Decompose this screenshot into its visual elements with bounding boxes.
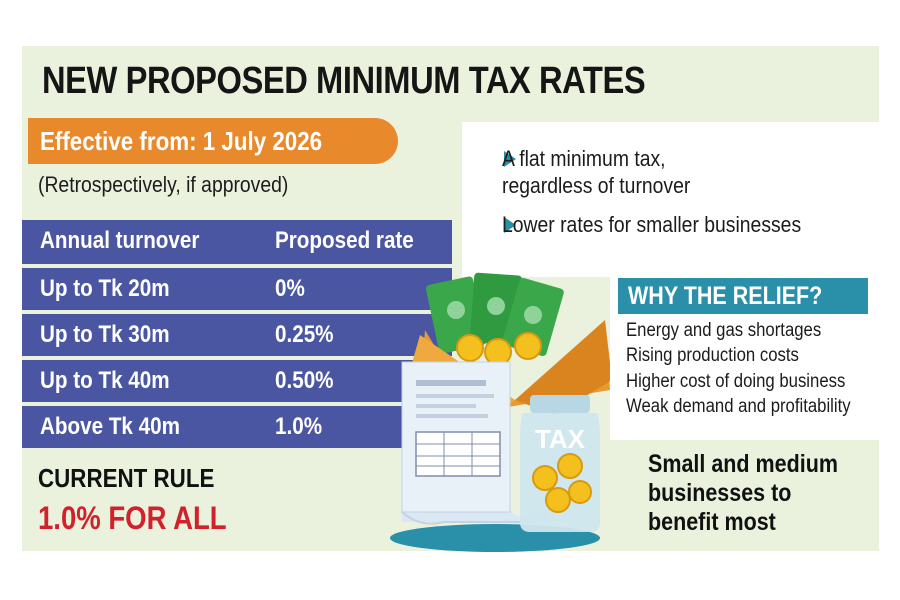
turnover-cell: Up to Tk 30m [40,321,170,348]
turnover-cell: Up to Tk 40m [40,367,170,394]
why-relief-heading-text: WHY THE RELIEF? [628,282,823,310]
effective-date-banner: Effective from: 1 July 2026 [28,118,398,164]
cash-notes-icon [425,272,564,357]
current-rule-label: CURRENT RULE [38,463,215,493]
notes-box: A flat minimum tax, regardless of turnov… [462,122,880,277]
rates-table: Annual turnover Proposed rate Up to Tk 2… [22,220,452,452]
jar-label: TAX [535,424,586,454]
retrospective-note: (Retrospectively, if approved) [38,172,289,197]
list-item: Rising production costs [626,345,799,366]
rate-cell: 0.50% [275,367,334,394]
coins-icon [456,332,542,366]
table-row: Up to Tk 40m 0.50% [22,360,452,402]
receipt-icon [401,361,550,525]
table-row: Above Tk 40m 1.0% [22,406,452,448]
why-relief-heading: WHY THE RELIEF? [618,278,868,314]
rate-cell: 0% [275,275,305,302]
triangle-bullet-icon [504,217,516,233]
note-lower-rates: Lower rates for smaller businesses [502,212,802,237]
sme-line2: businesses to [648,479,792,507]
sme-line3: benefit most [648,508,776,536]
turnover-cell: Up to Tk 20m [40,275,170,302]
table-row: Up to Tk 20m 0% [22,268,452,310]
rate-cell: 1.0% [275,413,323,440]
triangle-bullet-icon [504,151,516,167]
tax-jar-icon: TAX [520,395,600,532]
list-item: Higher cost of doing business [626,371,846,392]
table-header-row: Annual turnover Proposed rate [22,220,452,264]
table-row: Up to Tk 30m 0.25% [22,314,452,356]
header-rate: Proposed rate [275,227,414,254]
page-title: NEW PROPOSED MINIMUM TAX RATES [42,60,646,102]
turnover-cell: Above Tk 40m [40,413,180,440]
list-item: Energy and gas shortages [626,320,822,341]
list-item: Weak demand and profitability [626,396,851,417]
note-flat-tax-line2: regardless of turnover [502,173,691,198]
note-flat-tax-line1: A flat minimum tax, [502,146,666,171]
rate-cell: 0.25% [275,321,334,348]
sme-benefit-note: Small and medium businesses to benefit m… [648,450,838,537]
current-rule-value: 1.0% FOR ALL [38,500,227,536]
header-turnover: Annual turnover [40,227,200,254]
sme-line1: Small and medium [648,450,838,478]
tax-illustration: TAX [390,272,612,552]
effective-date-text: Effective from: 1 July 2026 [40,126,323,156]
